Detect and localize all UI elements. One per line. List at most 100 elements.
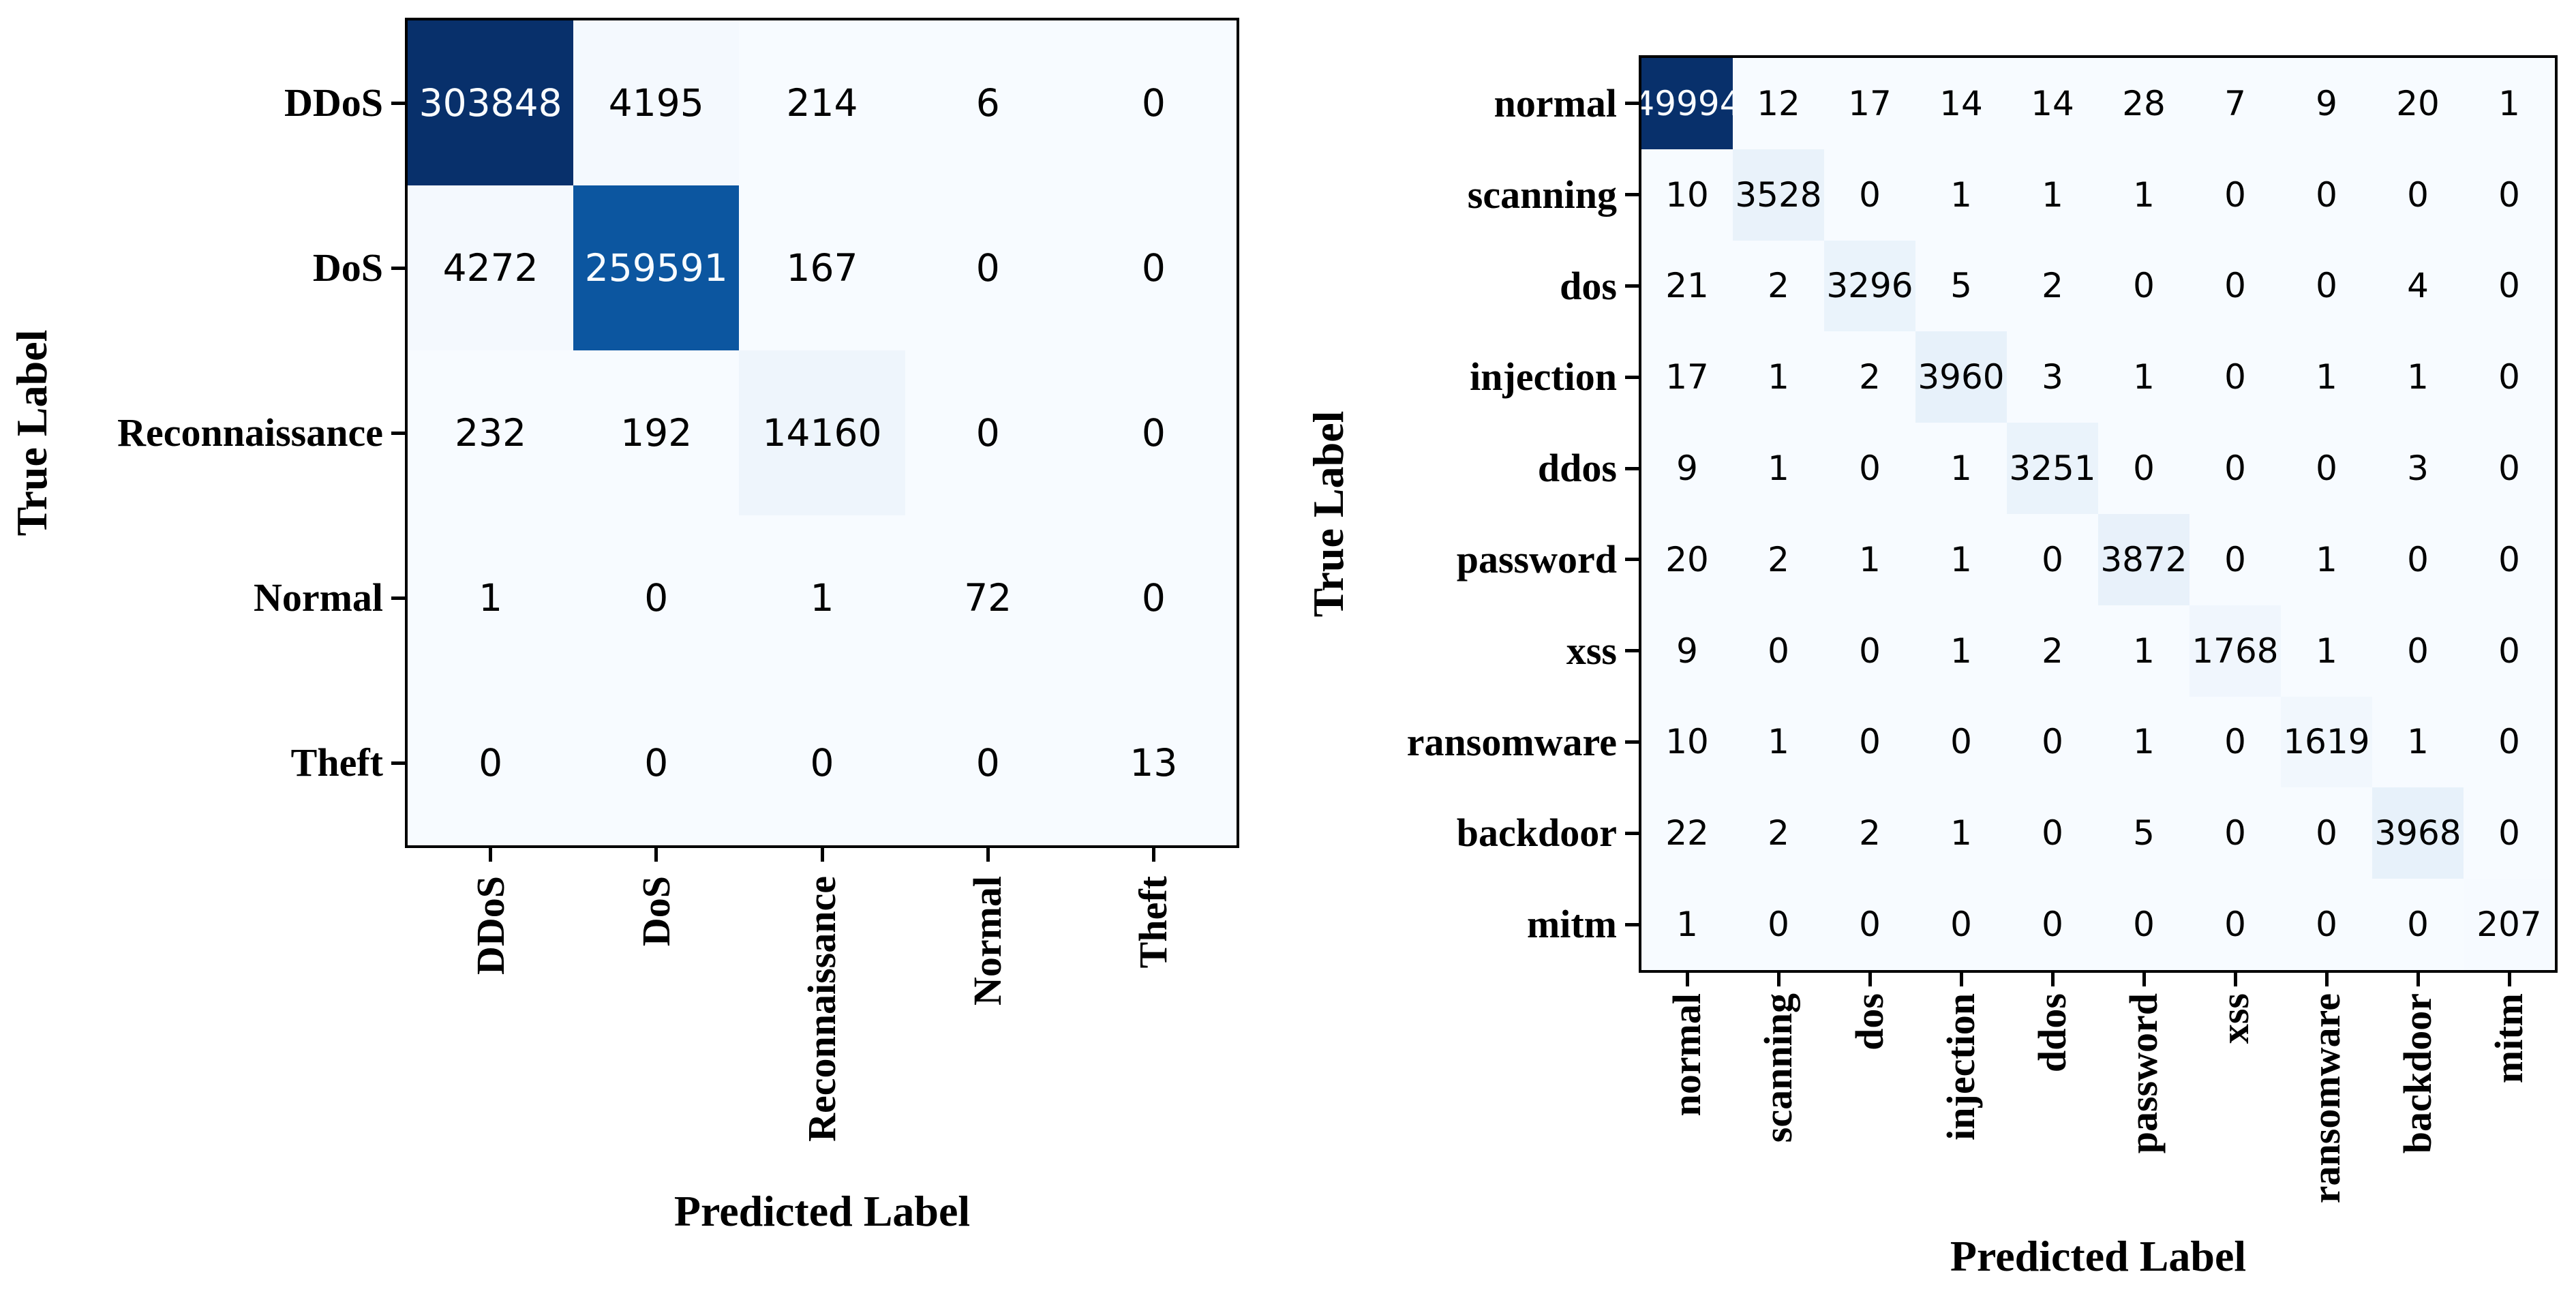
cell-value: 10 [1665,722,1709,762]
cell-value: 1 [1859,539,1881,579]
x-tick-label: xss [2213,993,2257,1044]
x-tick-mark [1151,848,1155,862]
y-tick-label: dos [1560,263,1617,308]
heatmap-cell [2464,787,2555,879]
heatmap-cell [1641,879,1733,970]
heatmap-cell [1070,680,1237,845]
heatmap-cell [1641,240,1733,332]
cell-value: 2 [2042,266,2063,306]
heatmap-cell [905,680,1071,845]
heatmap-cell [2372,331,2464,423]
heatmap-cell [1915,696,2007,788]
cell-value: 0 [2498,631,2520,671]
cell-value: 17 [1665,357,1709,397]
cell-value: 1 [1676,905,1698,945]
heatmap-cell [2281,514,2372,605]
heatmap-cell [2281,240,2372,332]
heatmap-cell [2372,514,2464,605]
heatmap-cell [2007,605,2098,697]
heatmap-plot: 303848 4195 214 6 0 4272 259591 167 0 0 232 192 1416… [405,18,1239,848]
y-tick-mark [1625,922,1639,926]
cell-value: 5 [2133,813,2155,853]
cell-value: 1 [2316,357,2337,397]
x-tick-mark [2416,973,2420,986]
heatmap-cell [1824,58,1915,149]
cell-value: 14 [1939,83,1983,123]
heatmap-cell [1915,331,2007,423]
heatmap-cell [905,515,1071,680]
cell-value: 3960 [1918,357,2005,397]
cell-value: 0 [2224,722,2246,762]
cell-value: 22 [1665,813,1709,853]
heatmap-cell [2464,58,2555,149]
y-tick-mark [1625,740,1639,744]
cell-value: 167 [786,246,858,290]
y-tick-label: Reconnaissance [117,410,383,455]
x-tick-label: ransomware [2304,993,2348,1204]
heatmap-cell [2007,423,2098,514]
heatmap-cell [2464,423,2555,514]
cell-value: 3872 [2100,539,2187,579]
heatmap-cell [1824,240,1915,332]
cell-value: 0 [1141,246,1166,290]
cell-value: 5 [1950,266,1972,306]
x-tick-mark [986,848,990,862]
cell-value: 0 [2133,905,2155,945]
cell-value: 3968 [2374,813,2461,853]
cell-value: 0 [1141,576,1166,620]
cell-value: 21 [1665,266,1709,306]
heatmap-cell [408,185,574,350]
x-tick-label: ddos [2030,993,2074,1073]
heatmap-cell [2189,331,2281,423]
cell-value: 4 [2407,266,2429,306]
y-tick-label: ransomware [1406,719,1617,764]
cell-value: 0 [2316,905,2337,945]
cell-value: 49994 [1639,83,1742,123]
cell-value: 2 [1768,813,1789,853]
heatmap-cell [2464,240,2555,332]
heatmap-cell [1824,149,1915,241]
heatmap-cell [2007,331,2098,423]
y-tick-mark [1625,831,1639,835]
cell-value: 0 [975,411,1000,455]
heatmap-cell [573,680,740,845]
cell-value: 1 [810,576,834,620]
heatmap-cell [2281,787,2372,879]
heatmap-cell [1733,696,1824,788]
cell-value: 0 [1859,722,1881,762]
cell-value: 0 [1768,631,1789,671]
heatmap-cell [1641,58,1733,149]
x-tick-mark [2142,973,2146,986]
cell-value: 4195 [608,81,704,125]
cell-value: 0 [644,576,669,620]
cell-value: 259591 [584,246,728,290]
heatmap-cell [2372,879,2464,970]
cell-value: 0 [2407,539,2429,579]
x-tick-label: injection [1939,993,1983,1140]
y-tick-mark [1625,193,1639,197]
cell-value: 0 [1859,631,1881,671]
heatmap-cell [2098,423,2189,514]
heatmap-cell [905,20,1071,185]
cell-value: 7 [2224,83,2246,123]
y-tick-mark [391,596,405,600]
heatmap-cell [1733,331,1824,423]
cell-value: 0 [2498,449,2520,489]
heatmap-cell [2281,331,2372,423]
heatmap-cell [1915,514,2007,605]
heatmap-cell [2372,787,2464,879]
cell-value: 10 [1665,175,1709,215]
x-tick-label: mitm [2487,993,2531,1084]
heatmap-cell [1915,787,2007,879]
heatmap-cell [2189,514,2281,605]
heatmap-cell [2281,696,2372,788]
cell-value: 1 [2316,539,2337,579]
cell-value: 4272 [442,246,539,290]
heatmap-cell [1733,514,1824,605]
cell-value: 0 [2224,905,2246,945]
heatmap-cell [739,185,905,350]
y-tick-mark [1625,558,1639,562]
x-tick-mark [1868,973,1872,986]
x-axis-title: Predicted Label [1950,1232,2247,1280]
heatmap-cell [2007,149,2098,241]
